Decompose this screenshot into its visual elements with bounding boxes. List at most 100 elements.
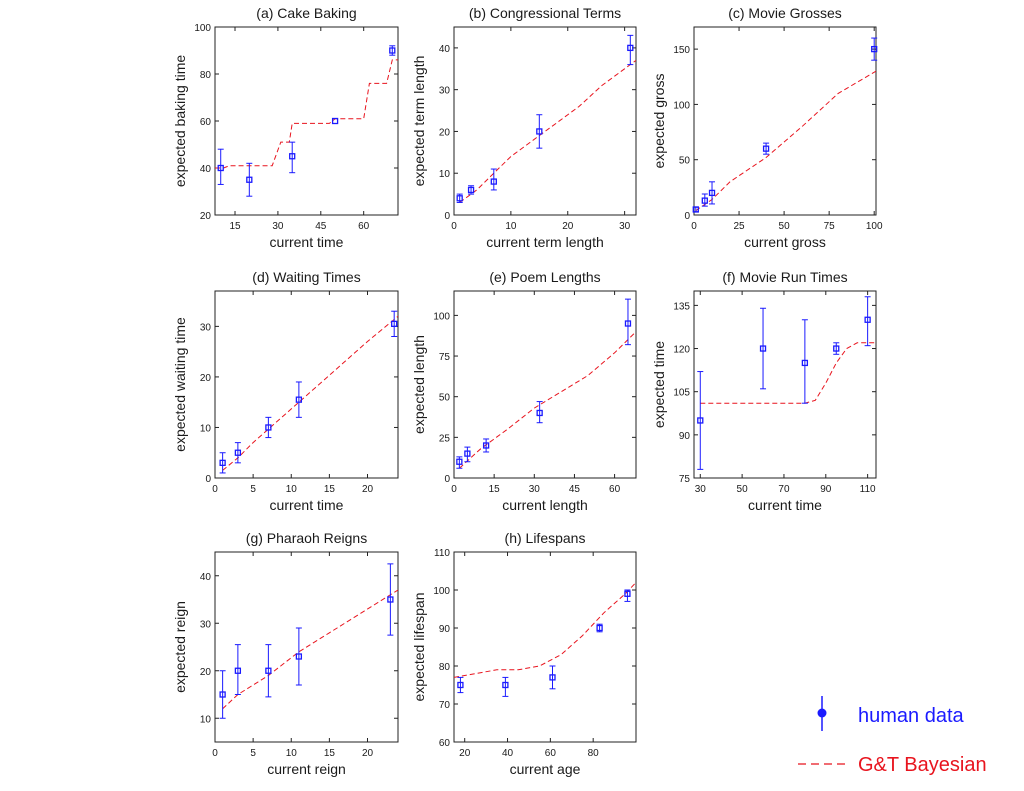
human-data-point — [464, 450, 471, 457]
x-tick-label: 50 — [779, 221, 791, 232]
y-tick-label: 20 — [200, 373, 212, 384]
chart-title: (e) Poem Lengths — [489, 269, 600, 285]
y-tick-label: 150 — [673, 45, 690, 56]
model-curve — [215, 59, 398, 169]
y-tick-label: 60 — [200, 117, 212, 128]
y-tick-label: 105 — [673, 388, 690, 399]
y-tick-label: 90 — [679, 431, 691, 442]
y-tick-label: 60 — [439, 738, 451, 749]
y-tick-label: 50 — [439, 393, 451, 404]
x-tick-label: 30 — [529, 484, 541, 495]
human-data-point — [708, 189, 716, 197]
x-tick-label: 90 — [820, 484, 832, 495]
human-data-point — [692, 206, 699, 213]
y-tick-label: 40 — [200, 572, 212, 583]
chart-title: (d) Waiting Times — [252, 269, 360, 285]
x-tick-label: 15 — [489, 484, 501, 495]
human-data-point — [234, 667, 242, 674]
plot-frame — [453, 26, 637, 216]
human-data-point — [246, 176, 253, 183]
y-tick-label: 10 — [439, 169, 451, 180]
y-tick-label: 70 — [439, 700, 451, 711]
x-tick-label: 110 — [860, 484, 876, 495]
y-tick-label: 135 — [673, 301, 690, 312]
y-tick-label: 0 — [684, 211, 690, 222]
y-tick-label: 10 — [200, 423, 212, 434]
human-data-point — [456, 458, 463, 465]
x-axis-label: current time — [270, 497, 344, 513]
x-tick-label: 70 — [778, 484, 790, 495]
y-axis-label: expected length — [411, 335, 427, 434]
chart-panel-5: 30 50 70 90 110 75 90 105 120 135 (f) Movie Run Ti… — [651, 269, 877, 513]
y-tick-label: 80 — [200, 70, 212, 81]
plot-frame — [453, 290, 637, 479]
plot-frame — [693, 290, 877, 479]
human-data-point — [627, 44, 634, 52]
x-tick-label: 60 — [609, 484, 621, 495]
human-data-point — [482, 442, 490, 449]
human-data-point — [391, 320, 398, 328]
y-tick-label: 100 — [433, 586, 450, 597]
x-axis-label: current gross — [744, 234, 826, 250]
y-axis-label: expected lifespan — [411, 593, 427, 702]
x-tick-label: 10 — [286, 484, 298, 495]
chart-title: (h) Lifespans — [505, 530, 586, 546]
plot-frame — [453, 551, 637, 743]
human-data-point — [759, 345, 767, 352]
human-data-point — [801, 359, 809, 367]
human-data-point — [295, 396, 303, 403]
x-tick-label: 30 — [272, 221, 284, 232]
x-tick-label: 15 — [324, 748, 336, 759]
model-curve — [695, 70, 876, 212]
human-data-point — [502, 681, 509, 689]
human-data-point — [762, 145, 770, 152]
x-tick-label: 5 — [250, 748, 256, 759]
human-data-point — [265, 424, 272, 431]
human-data-point — [219, 691, 226, 698]
human-data-point — [265, 667, 272, 674]
human-data-point — [596, 624, 603, 632]
y-tick-label: 10 — [200, 714, 212, 725]
legend-human-marker — [817, 708, 827, 718]
x-tick-label: 30 — [695, 484, 707, 495]
y-tick-label: 90 — [439, 624, 451, 635]
y-tick-label: 120 — [673, 345, 690, 356]
y-tick-label: 50 — [679, 156, 691, 167]
y-tick-label: 75 — [439, 352, 451, 363]
y-axis-label: expected reign — [172, 601, 188, 693]
y-tick-label: 100 — [673, 100, 690, 111]
human-data-point — [387, 596, 394, 603]
human-data-point — [219, 459, 226, 466]
model-curve — [222, 315, 398, 471]
x-tick-label: 80 — [588, 748, 600, 759]
x-tick-label: 20 — [562, 221, 574, 232]
x-axis-label: current time — [748, 497, 822, 513]
chart-panel-1: 0 10 20 30 0 10 20 30 40 (b) Congressional Terms c… — [411, 5, 637, 250]
plot-frame — [214, 26, 399, 216]
legend-human-label: human data — [858, 705, 965, 727]
human-data-point — [624, 590, 631, 597]
human-data-point — [289, 153, 296, 160]
y-tick-label: 30 — [200, 619, 212, 630]
y-axis-label: expected time — [651, 341, 667, 428]
model-curve — [459, 331, 636, 469]
legend-model-label: G&T Bayesian — [858, 754, 987, 776]
y-tick-label: 75 — [679, 474, 691, 485]
human-data-point — [701, 197, 708, 204]
x-axis-label: current time — [270, 234, 344, 250]
human-data-point — [467, 186, 475, 194]
x-tick-label: 0 — [212, 748, 218, 759]
x-tick-label: 45 — [315, 221, 327, 232]
x-tick-label: 60 — [545, 748, 557, 759]
legend: human data G&T Bayesian — [798, 696, 987, 776]
y-tick-label: 20 — [439, 127, 451, 138]
x-tick-label: 5 — [250, 484, 256, 495]
y-tick-label: 25 — [439, 433, 451, 444]
x-tick-label: 50 — [737, 484, 749, 495]
x-tick-label: 60 — [358, 221, 370, 232]
plot-frame — [693, 26, 877, 216]
y-tick-label: 0 — [444, 474, 450, 485]
human-data-point — [456, 195, 463, 202]
x-tick-label: 0 — [451, 484, 457, 495]
